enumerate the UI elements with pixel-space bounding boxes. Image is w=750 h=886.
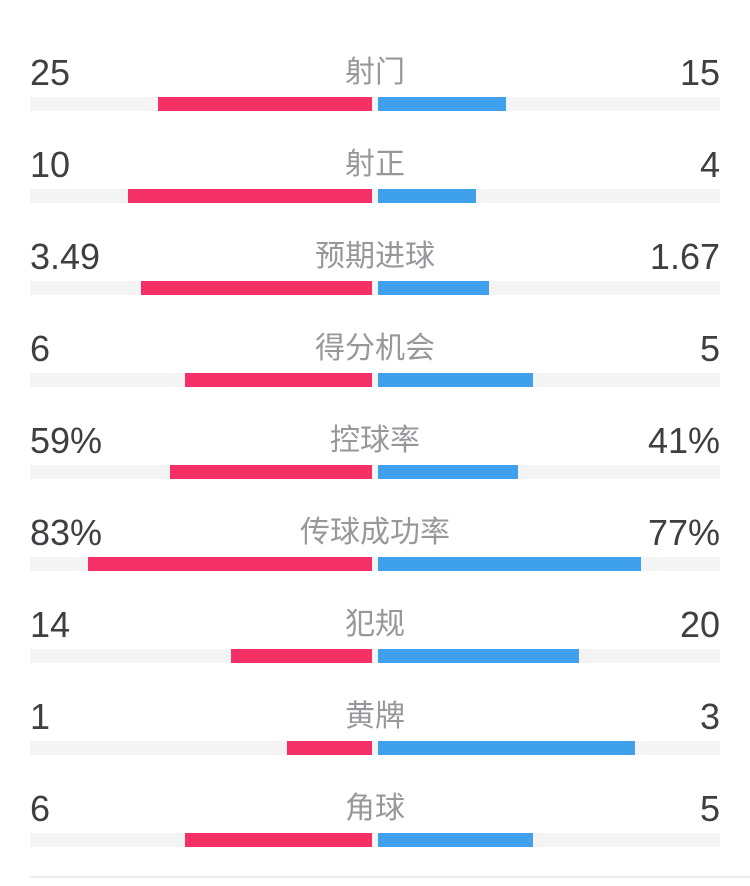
away-value: 41%	[647, 420, 720, 461]
home-half-track	[30, 833, 375, 847]
away-bar	[378, 833, 534, 847]
away-half-track	[375, 557, 720, 571]
stat-bar-track	[30, 281, 720, 295]
stat-row-6: 14 犯规 20	[30, 590, 720, 682]
away-bar	[378, 557, 642, 571]
stat-label: 控球率	[330, 424, 420, 457]
away-value: 1.67	[649, 236, 720, 277]
away-half-track	[375, 97, 720, 111]
home-bar	[185, 833, 372, 847]
stat-row-7: 1 黄牌 3	[30, 682, 720, 774]
stat-bar-track	[30, 189, 720, 203]
home-bar	[127, 189, 372, 203]
home-bar	[158, 97, 372, 111]
home-value: 10	[30, 144, 71, 185]
stat-row-4: 59% 控球率 41%	[30, 406, 720, 498]
away-bar	[378, 649, 580, 663]
away-bar	[378, 741, 635, 755]
away-bar	[378, 189, 476, 203]
away-value: 77%	[647, 512, 720, 553]
home-half-track	[30, 373, 375, 387]
home-bar	[88, 557, 372, 571]
stat-row-head: 6 角球 5	[30, 788, 720, 829]
stat-row-head: 10 射正 4	[30, 144, 720, 185]
away-value: 5	[699, 328, 720, 369]
away-value: 4	[699, 144, 720, 185]
stat-row-head: 59% 控球率 41%	[30, 420, 720, 461]
stat-bar-track	[30, 557, 720, 571]
away-half-track	[375, 649, 720, 663]
home-half-track	[30, 97, 375, 111]
away-bar	[378, 465, 519, 479]
away-bar	[378, 281, 489, 295]
home-value: 14	[30, 604, 71, 645]
away-half-track	[375, 465, 720, 479]
stat-bar-track	[30, 465, 720, 479]
stat-label: 射门	[345, 56, 405, 89]
stat-row-1: 10 射正 4	[30, 130, 720, 222]
stat-label: 黄牌	[345, 700, 405, 733]
away-half-track	[375, 189, 720, 203]
home-half-track	[30, 557, 375, 571]
home-value: 59%	[30, 420, 103, 461]
stat-label: 得分机会	[315, 332, 435, 365]
stat-row-3: 6 得分机会 5	[30, 314, 720, 406]
home-value: 3.49	[30, 236, 101, 277]
home-half-track	[30, 189, 375, 203]
home-half-track	[30, 649, 375, 663]
away-bar	[378, 97, 507, 111]
stat-bar-track	[30, 649, 720, 663]
stat-label: 角球	[345, 792, 405, 825]
stat-bar-track	[30, 373, 720, 387]
stat-row-2: 3.49 预期进球 1.67	[30, 222, 720, 314]
stat-bar-track	[30, 741, 720, 755]
away-half-track	[375, 833, 720, 847]
home-value: 6	[30, 328, 51, 369]
home-bar	[185, 373, 372, 387]
away-value: 15	[679, 52, 720, 93]
stat-label: 射正	[345, 148, 405, 181]
home-value: 6	[30, 788, 51, 829]
away-half-track	[375, 281, 720, 295]
home-bar	[170, 465, 372, 479]
away-value: 5	[699, 788, 720, 829]
home-value: 1	[30, 696, 51, 737]
away-half-track	[375, 741, 720, 755]
stat-label: 传球成功率	[300, 516, 450, 549]
home-half-track	[30, 741, 375, 755]
stat-label: 犯规	[345, 608, 405, 641]
away-half-track	[375, 373, 720, 387]
home-bar	[140, 281, 372, 295]
home-value: 25	[30, 52, 71, 93]
stat-row-head: 14 犯规 20	[30, 604, 720, 645]
stat-row-head: 6 得分机会 5	[30, 328, 720, 369]
away-value: 20	[679, 604, 720, 645]
stat-row-head: 83% 传球成功率 77%	[30, 512, 720, 553]
home-value: 83%	[30, 512, 103, 553]
stat-row-0: 25 射门 15	[30, 38, 720, 130]
stat-label: 预期进球	[315, 240, 435, 273]
home-bar	[231, 649, 372, 663]
bottom-divider	[30, 876, 750, 878]
stat-row-head: 25 射门 15	[30, 52, 720, 93]
away-bar	[378, 373, 534, 387]
stat-row-8: 6 角球 5	[30, 774, 720, 866]
stat-bar-track	[30, 97, 720, 111]
stats-list: 25 射门 15 10 射正 4 3	[30, 38, 720, 866]
stat-row-head: 1 黄牌 3	[30, 696, 720, 737]
stat-bar-track	[30, 833, 720, 847]
home-half-track	[30, 281, 375, 295]
away-value: 3	[699, 696, 720, 737]
home-bar	[286, 741, 372, 755]
home-half-track	[30, 465, 375, 479]
stat-row-head: 3.49 预期进球 1.67	[30, 236, 720, 277]
stat-row-5: 83% 传球成功率 77%	[30, 498, 720, 590]
